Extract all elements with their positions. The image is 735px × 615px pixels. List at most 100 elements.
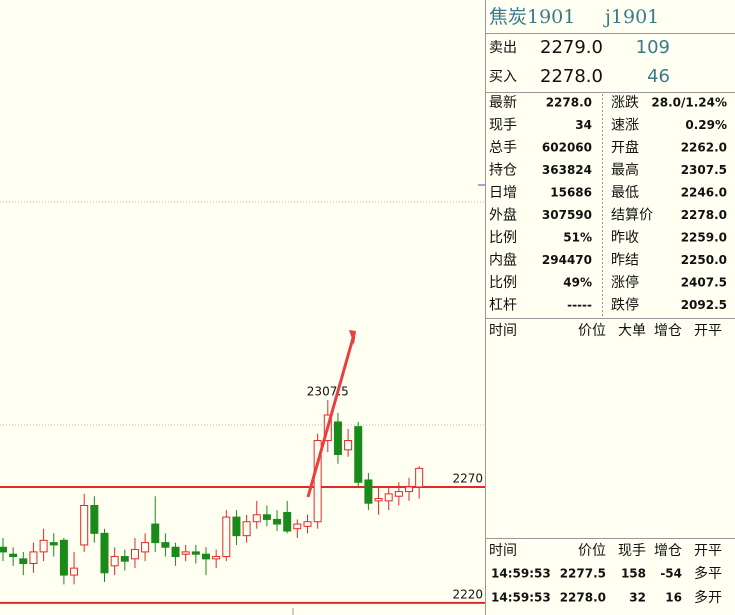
column-header: 大单: [618, 323, 646, 339]
candle-body: [141, 542, 150, 553]
column-header: 现手: [618, 543, 646, 559]
stat-label: 结算价: [611, 208, 653, 224]
stat-label: 开盘: [611, 139, 639, 156]
stat-label: 现手: [489, 118, 517, 134]
candle-body: [222, 516, 231, 558]
candle-body: [39, 539, 48, 553]
stat-value: 363824: [542, 163, 592, 177]
stat-label: 昨结: [611, 253, 639, 269]
column-header: 价位: [578, 323, 606, 339]
candle-body: [181, 551, 190, 555]
candle-body: [384, 493, 393, 502]
candle-body: [161, 542, 170, 548]
trade-time: 14:59:53: [491, 567, 551, 581]
candle-body: [354, 426, 363, 483]
candle-body: [252, 514, 261, 523]
candle-body: [90, 505, 99, 534]
stat-label: 持仓: [489, 163, 517, 179]
candle-body: [191, 551, 200, 555]
bid-price: 2278.0: [540, 66, 603, 87]
trade-type: 多平: [694, 565, 722, 582]
stat-label: 杠杆: [489, 298, 517, 314]
stat-value: 2278.0: [546, 96, 592, 110]
column-header: 增仓: [654, 323, 682, 339]
stat-label: 总手: [489, 140, 517, 156]
candle-body: [49, 542, 58, 546]
contract-name: 焦炭1901: [489, 6, 575, 28]
high-label: 2307.5: [307, 384, 349, 398]
column-header: 开平: [694, 543, 722, 559]
y-tick-label: 2220: [452, 587, 483, 601]
stat-value: 49%: [563, 276, 592, 290]
stat-value: 2407.5: [681, 276, 727, 290]
candle-body: [293, 523, 302, 530]
trade-volume: 32: [629, 591, 646, 605]
candle-body: [415, 467, 424, 488]
stat-value: 2278.0: [681, 208, 727, 222]
ask-price: 2279.0: [540, 37, 603, 58]
candle-body: [9, 553, 18, 558]
stat-label: 速涨: [611, 118, 639, 134]
candle-body: [405, 486, 413, 493]
candle-body: [29, 551, 38, 564]
candle-body: [212, 556, 221, 560]
candle-body: [130, 549, 139, 560]
bid-volume: 46: [647, 66, 670, 87]
candle-body: [283, 511, 292, 532]
stat-label: 最高: [611, 162, 639, 179]
trade-volume: 158: [621, 567, 646, 581]
stat-label: 比例: [489, 275, 517, 291]
candle-body: [242, 521, 251, 537]
candle-body: [394, 491, 403, 497]
stat-label: 日增: [489, 185, 517, 201]
candle-body: [303, 521, 312, 527]
candle-body: [110, 556, 119, 567]
stat-label: 外盘: [489, 207, 517, 224]
candle-body: [313, 440, 322, 523]
candle-body: [151, 523, 160, 544]
stat-value: 2250.0: [681, 253, 727, 267]
candle-body: [232, 516, 241, 537]
stat-value: 2092.5: [681, 298, 727, 312]
stat-label: 跌停: [611, 297, 639, 314]
stat-label: 昨收: [611, 230, 639, 246]
stat-label: 涨停: [611, 274, 639, 291]
column-header: 时间: [489, 323, 517, 339]
stat-label: 内盘: [489, 252, 517, 269]
candle-body: [70, 567, 79, 576]
bid-label: 买入: [489, 69, 517, 85]
stat-value: 2259.0: [681, 231, 727, 245]
trade-change: -54: [660, 567, 682, 581]
candle-body: [344, 440, 353, 451]
stat-value: 2262.0: [681, 141, 727, 155]
trade-price: 2277.5: [560, 567, 606, 581]
candle-body: [364, 479, 373, 504]
stat-label: 最低: [611, 185, 639, 201]
candle-body: [120, 556, 129, 562]
trade-price: 2278.0: [560, 591, 606, 605]
candle-body: [19, 558, 28, 564]
stat-label: 最新: [489, 95, 517, 111]
stat-value: 28.0/1.24%: [651, 96, 727, 110]
contract-code: j1901: [603, 6, 659, 28]
candle-body: [80, 505, 89, 546]
candle-body: [202, 553, 210, 560]
trade-change: 16: [665, 591, 682, 605]
candle-body: [374, 498, 383, 502]
arrow: [306, 337, 355, 498]
column-header: 时间: [489, 543, 517, 559]
arrow-head: [349, 330, 356, 345]
candle-body: [59, 539, 68, 576]
stat-value: 2307.5: [681, 163, 727, 177]
stat-value: 307590: [542, 208, 592, 222]
stat-value: -----: [567, 298, 592, 312]
y-tick-label: 2270: [452, 471, 483, 485]
stat-value: 15686: [550, 186, 592, 200]
trade-time: 14:59:53: [491, 591, 551, 605]
stat-value: 294470: [542, 253, 592, 267]
candle-body: [100, 532, 109, 574]
ask-label: 卖出: [489, 40, 517, 56]
candle-body: [171, 546, 180, 558]
